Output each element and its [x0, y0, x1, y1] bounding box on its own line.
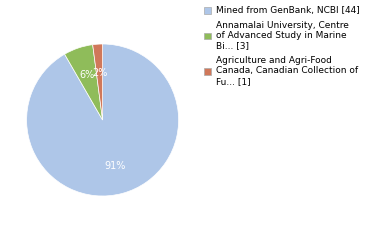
Legend: Mined from GenBank, NCBI [44], Annamalai University, Centre
of Advanced Study in: Mined from GenBank, NCBI [44], Annamalai… — [202, 5, 361, 88]
Wedge shape — [27, 44, 179, 196]
Text: 91%: 91% — [104, 161, 125, 170]
Text: 6%: 6% — [80, 70, 95, 80]
Wedge shape — [93, 44, 103, 120]
Wedge shape — [65, 45, 103, 120]
Text: 2%: 2% — [92, 68, 107, 78]
